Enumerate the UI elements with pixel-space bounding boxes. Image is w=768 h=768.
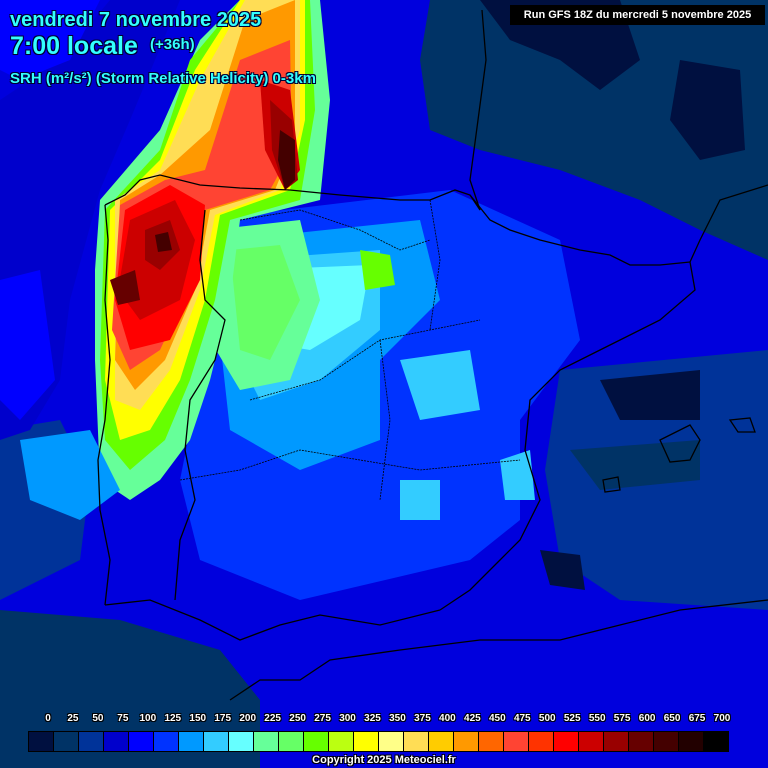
legend-label: 0	[45, 713, 51, 724]
legend-label: 125	[164, 713, 182, 724]
legend-swatch	[429, 732, 454, 751]
legend-labels: 0 25 50 75 100 125 150 175 200 225 250 275 300 325 350…	[28, 713, 748, 727]
lead-time: (+36h)	[150, 36, 195, 53]
run-info-badge: Run GFS 18Z du mercredi 5 novembre 2025	[510, 5, 765, 25]
legend-label: 375	[414, 713, 431, 724]
legend-label: 250	[289, 713, 306, 724]
legend-label: 475	[513, 713, 531, 724]
copyright: Copyright 2025 Meteociel.fr	[312, 754, 456, 766]
legend-label: 450	[488, 713, 506, 724]
legend-swatch	[229, 732, 254, 751]
legend-label: 25	[67, 713, 79, 724]
legend-swatch	[554, 732, 579, 751]
legend-label: 600	[638, 713, 656, 724]
parameter-title: SRH (m²/s²) (Storm Relative Helicity) 0-…	[10, 70, 316, 87]
legend-swatch	[629, 732, 654, 751]
legend-label: 425	[464, 713, 481, 724]
legend-label: 275	[314, 713, 331, 724]
legend-label: 150	[189, 713, 207, 724]
legend-swatch	[654, 732, 679, 751]
legend-swatch	[54, 732, 79, 751]
legend-swatch	[504, 732, 529, 751]
forecast-date: vendredi 7 novembre 2025	[10, 9, 262, 31]
legend-label: 400	[439, 713, 456, 724]
legend-swatch	[529, 732, 554, 751]
legend-swatch	[679, 732, 704, 751]
legend-label: 325	[364, 713, 381, 724]
legend-swatch	[104, 732, 129, 751]
legend-swatch	[129, 732, 154, 751]
legend-label: 650	[663, 713, 681, 724]
legend-label: 100	[139, 713, 157, 724]
legend-label: 300	[339, 713, 356, 724]
legend-swatch	[354, 732, 379, 751]
legend-swatch	[329, 732, 354, 751]
forecast-time: 7:00 locale	[10, 32, 138, 60]
legend-label: 500	[538, 713, 556, 724]
legend-swatch	[29, 732, 54, 751]
legend-swatch	[454, 732, 479, 751]
legend-label: 675	[688, 713, 706, 724]
legend-color-bar	[28, 731, 729, 752]
legend-label: 75	[117, 713, 129, 724]
legend-label: 175	[214, 713, 232, 724]
legend-swatch	[154, 732, 179, 751]
legend-swatch	[579, 732, 604, 751]
legend-swatch	[254, 732, 279, 751]
legend-swatch	[304, 732, 329, 751]
legend-swatch	[704, 732, 728, 751]
legend-label: 350	[389, 713, 406, 724]
legend-label: 200	[239, 713, 257, 724]
legend-label: 525	[563, 713, 581, 724]
legend-swatch	[79, 732, 104, 751]
legend-swatch	[379, 732, 404, 751]
legend-swatch	[604, 732, 629, 751]
legend-swatch	[179, 732, 204, 751]
color-legend: 0 25 50 75 100 125 150 175 200 225 250 275 300 325 350…	[28, 713, 748, 752]
legend-label: 575	[613, 713, 631, 724]
legend-swatch	[404, 732, 429, 751]
legend-swatch	[204, 732, 229, 751]
legend-swatch	[479, 732, 504, 751]
legend-label: 225	[264, 713, 281, 724]
legend-label: 50	[92, 713, 104, 724]
legend-label: 700	[713, 713, 731, 724]
legend-label: 550	[588, 713, 606, 724]
legend-swatch	[279, 732, 304, 751]
